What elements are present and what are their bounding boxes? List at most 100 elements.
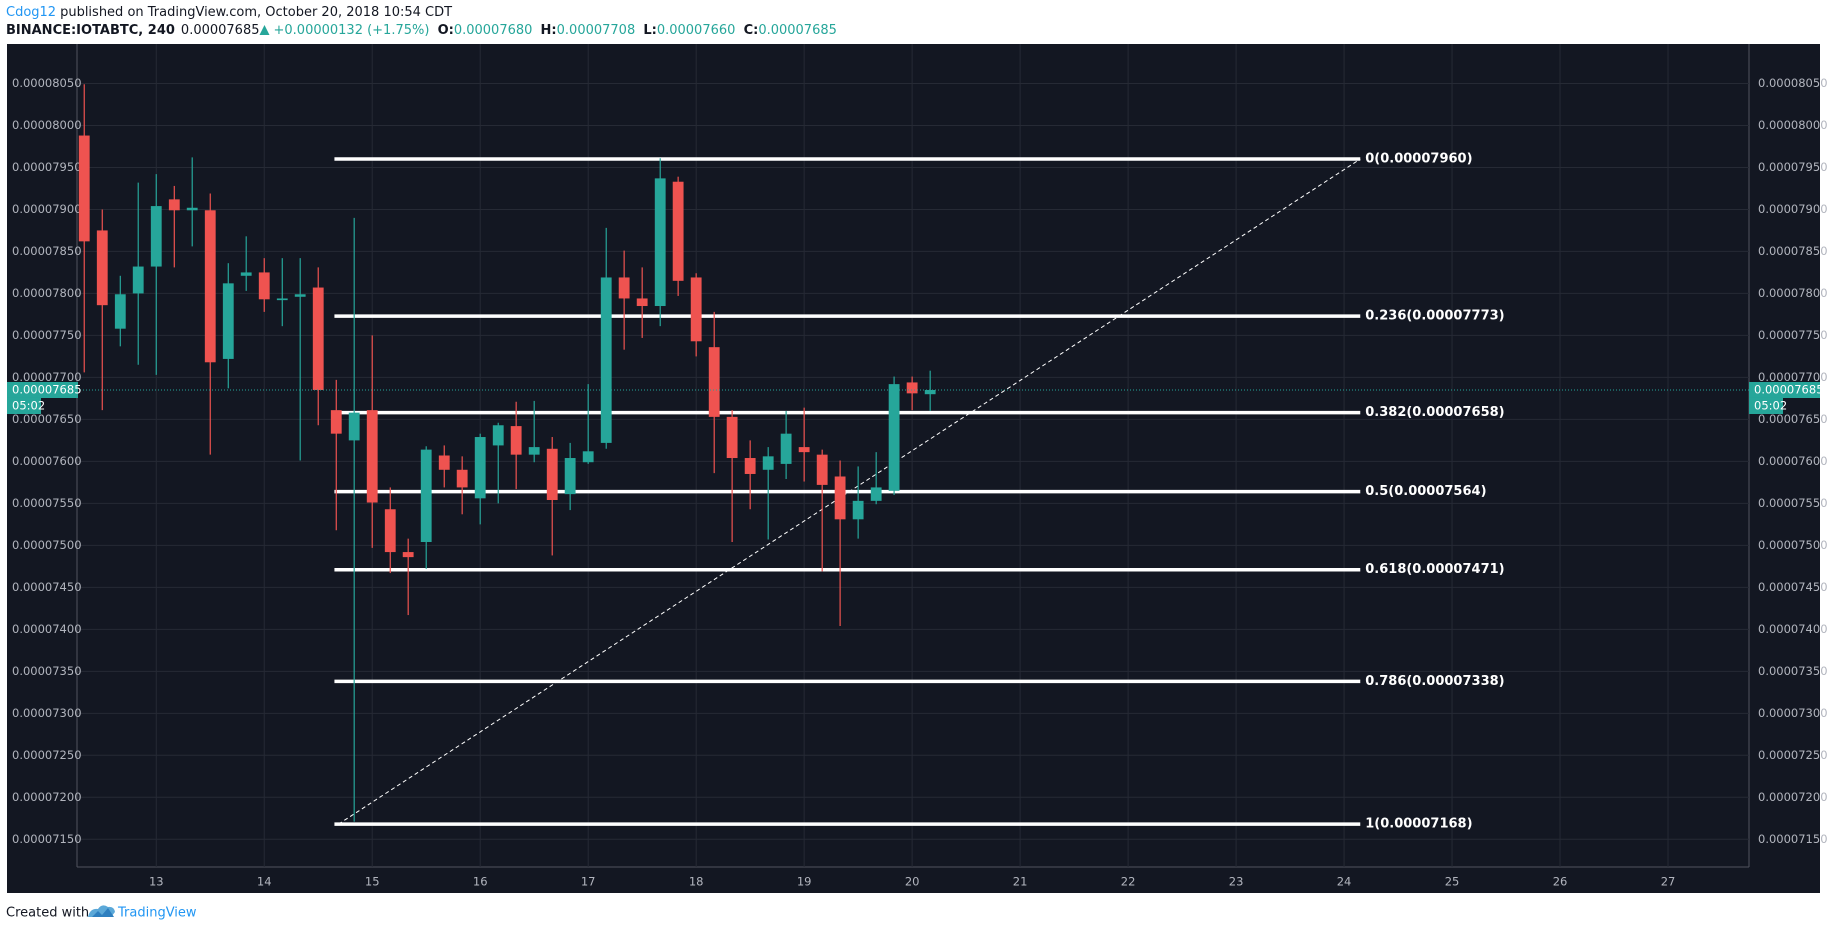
x-tick-label: 27 xyxy=(1661,875,1676,889)
x-tick-label: 21 xyxy=(1013,875,1028,889)
candle-body xyxy=(744,458,756,474)
y-tick-label: 0.00007800 xyxy=(12,286,82,300)
candle-body xyxy=(312,287,324,390)
price-tag xyxy=(1749,381,1820,398)
up-arrow xyxy=(259,25,270,35)
candle-body xyxy=(330,410,342,434)
y-tick-label: 0.00008050 xyxy=(12,76,82,90)
x-tick-label: 19 xyxy=(797,875,812,889)
y-tick-label: 0.00007850 xyxy=(1758,244,1828,258)
y-tick-label: 0.00007200 xyxy=(12,790,82,804)
candle-body xyxy=(420,449,432,542)
candle-body xyxy=(168,199,180,211)
y-tick-label: 0.00007150 xyxy=(1758,832,1828,846)
fib-label: 0.5(0.00007564) xyxy=(1365,484,1486,499)
fib-label: 0(0.00007960) xyxy=(1365,152,1472,167)
y-tick-label: 0.00007400 xyxy=(1758,622,1828,636)
y-tick-label: 0.00007450 xyxy=(12,580,82,594)
candle-body xyxy=(654,178,666,307)
countdown-label: 05:02 xyxy=(1754,398,1787,412)
footer-brand[interactable]: TradingView xyxy=(117,906,197,921)
plot: 0.00007150 0.00007150 0.00007200 0.00007200… xyxy=(7,44,1828,889)
x-tick-label: 22 xyxy=(1121,875,1136,889)
candle-body xyxy=(474,437,486,499)
y-tick-label: 0.00007250 xyxy=(12,748,82,762)
fib-label: 0.382(0.00007658) xyxy=(1365,405,1504,420)
candle-body xyxy=(348,412,360,441)
candle-body xyxy=(402,552,414,558)
candle-body xyxy=(438,455,450,470)
candle-body xyxy=(924,389,936,395)
candle-body xyxy=(564,458,576,495)
ohlc-value: 0.00007680 xyxy=(454,23,533,38)
candle-body xyxy=(906,382,918,394)
fib-label: 0.786(0.00007338) xyxy=(1365,674,1504,689)
y-tick-label: 0.00007900 xyxy=(1758,202,1828,216)
candle-body xyxy=(546,448,558,501)
x-tick-label: 26 xyxy=(1553,875,1568,889)
candle-body xyxy=(510,426,522,455)
candle-body xyxy=(798,447,810,453)
fib-trend-line xyxy=(338,158,1361,825)
candle-body xyxy=(870,487,882,501)
candle-body xyxy=(132,266,144,294)
y-tick-label: 0.00007250 xyxy=(1758,748,1828,762)
candle-body xyxy=(96,230,108,306)
price: 0.00007685 xyxy=(181,23,260,38)
y-tick-label: 0.00007750 xyxy=(12,328,82,342)
candle-body xyxy=(276,298,288,301)
x-tick-label: 15 xyxy=(365,875,380,889)
candle-body xyxy=(762,456,774,470)
symbol-line: BINANCE:IOTABTC, 240 0.00007685 xyxy=(6,23,260,38)
y-tick-label: 0.00007350 xyxy=(12,664,82,678)
y-tick-label: 0.00007650 xyxy=(1758,412,1828,426)
x-tick-label: 16 xyxy=(473,875,488,889)
countdown-label: 05:02 xyxy=(12,398,45,412)
y-tick-label: 0.00007350 xyxy=(1758,664,1828,678)
x-tick-label: 24 xyxy=(1337,875,1352,889)
candle-body xyxy=(384,509,396,553)
countdown-tag xyxy=(1749,397,1783,414)
y-tick-label: 0.00008000 xyxy=(12,118,82,132)
y-tick-label: 0.00007300 xyxy=(12,706,82,720)
header-line: Cdog12 published on TradingView.com, Octo… xyxy=(6,5,452,20)
y-tick-label: 0.00007500 xyxy=(12,538,82,552)
candle-body xyxy=(852,500,864,520)
candle-body xyxy=(78,135,90,242)
candle-body xyxy=(690,277,702,342)
fib-label: 0.236(0.00007773) xyxy=(1365,309,1504,324)
y-tick-label: 0.00007200 xyxy=(1758,790,1828,804)
ohlc-key: L: xyxy=(643,23,656,38)
candle-body xyxy=(258,272,270,300)
y-tick-label: 0.00007300 xyxy=(1758,706,1828,720)
y-tick-label: 0.00008000 xyxy=(1758,118,1828,132)
author[interactable]: Cdog12 xyxy=(6,5,56,20)
candle-body xyxy=(888,384,900,491)
tradingview-logo[interactable] xyxy=(88,905,115,917)
published: published on TradingView.com, October 20… xyxy=(60,5,452,20)
candle-body xyxy=(114,294,126,329)
ohlc-value: 0.00007708 xyxy=(557,23,636,38)
y-tick-label: 0.00007900 xyxy=(12,202,82,216)
symbol: BINANCE:IOTABTC, 240 xyxy=(6,23,175,38)
y-tick-label: 0.00007450 xyxy=(1758,580,1828,594)
candle-body xyxy=(204,210,216,363)
candle-body xyxy=(150,206,162,267)
price-tag xyxy=(7,381,78,398)
ohlc-key: O: xyxy=(438,23,454,38)
candle-body xyxy=(366,410,378,503)
ohlc-key: C: xyxy=(744,23,759,38)
ohlc-value: 0.00007660 xyxy=(657,23,736,38)
footer-created: Created with xyxy=(6,906,89,921)
y-tick-label: 0.00007700 xyxy=(12,370,82,384)
candle-body xyxy=(600,277,612,443)
y-tick-label: 0.00007150 xyxy=(12,832,82,846)
x-tick-label: 17 xyxy=(581,875,596,889)
candle-body xyxy=(636,298,648,307)
y-tick-label: 0.00007700 xyxy=(1758,370,1828,384)
x-tick-label: 18 xyxy=(689,875,704,889)
candle-body xyxy=(726,416,738,459)
y-tick-label: 0.00007600 xyxy=(12,454,82,468)
candle-body xyxy=(294,294,306,297)
